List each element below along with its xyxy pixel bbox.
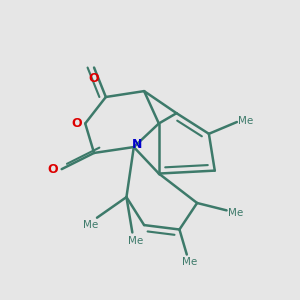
- Text: O: O: [47, 163, 58, 176]
- Text: Me: Me: [238, 116, 253, 126]
- Text: O: O: [72, 117, 82, 130]
- Text: Me: Me: [128, 236, 143, 246]
- Text: N: N: [132, 138, 142, 151]
- Text: Me: Me: [182, 257, 197, 267]
- Text: Me: Me: [228, 208, 243, 218]
- Text: Me: Me: [83, 220, 99, 230]
- Text: O: O: [89, 72, 99, 85]
